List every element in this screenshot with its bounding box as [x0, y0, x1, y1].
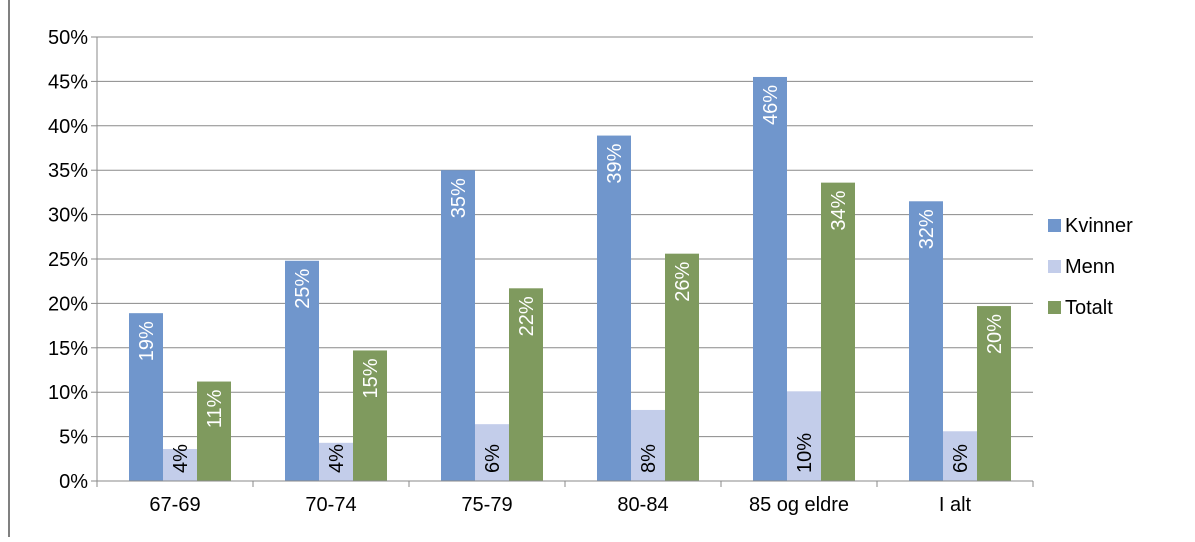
bar-totalt — [977, 306, 1011, 481]
data-label: 19% — [136, 321, 158, 361]
data-label: 15% — [360, 358, 382, 398]
legend-swatch-menn — [1048, 260, 1061, 273]
axes: 0% 5% 10% 15% 20% 25% 30% 35% 40% 45% 50% 67-69 70-7… — [8, 0, 1034, 537]
y-tick-label: 25% — [48, 249, 88, 271]
x-tick-label: 70-74 — [305, 494, 356, 516]
bar-kvinner — [753, 76, 787, 482]
x-tick-label: 85 og eldre — [749, 494, 849, 516]
x-tick-label: 67-69 — [149, 494, 200, 516]
bar-kvinner — [285, 260, 319, 481]
legend-label-kvinner: Kvinner — [1065, 215, 1133, 237]
bar-kvinner — [597, 135, 631, 481]
bar-menn — [943, 431, 977, 481]
x-tick-label: 75-79 — [461, 494, 512, 516]
y-tick-label: 50% — [48, 27, 88, 49]
bar-kvinner — [129, 313, 163, 481]
data-label: 26% — [672, 261, 694, 301]
data-label: 22% — [516, 296, 538, 336]
legend: Kvinner Menn Totalt — [1048, 215, 1133, 319]
y-tick-label: 45% — [48, 71, 88, 93]
y-tick-label: 5% — [59, 427, 88, 449]
data-label: 4% — [170, 444, 192, 473]
y-tick-label: 10% — [48, 382, 88, 404]
y-tick-label: 40% — [48, 116, 88, 138]
data-label: 20% — [984, 314, 1006, 354]
y-tick-label: 0% — [59, 471, 88, 493]
legend-swatch-totalt — [1048, 301, 1061, 314]
data-label: 11% — [204, 389, 226, 428]
data-label: 6% — [950, 444, 972, 473]
x-tick-label: I alt — [939, 494, 972, 516]
bar-totalt — [821, 182, 855, 481]
bar-totalt — [197, 381, 231, 481]
data-label: 34% — [828, 190, 850, 230]
bar-menn — [787, 391, 821, 481]
bar-totalt — [509, 288, 543, 481]
data-label: 6% — [482, 444, 504, 473]
legend-label-menn: Menn — [1065, 256, 1115, 278]
bar-totalt — [353, 350, 387, 481]
bar-menn — [631, 409, 665, 481]
y-tick-label: 35% — [48, 160, 88, 182]
bar-menn — [163, 449, 197, 481]
bars: 19% 4% 11% 25% 4% 15% 35% 6% 22% 39% 8% 26% 46% 10% 34… — [129, 76, 1011, 482]
data-label: 8% — [638, 444, 660, 473]
legend-label-totalt: Totalt — [1065, 297, 1113, 319]
data-label: 25% — [292, 269, 314, 309]
x-tick-label: 80-84 — [617, 494, 668, 516]
y-tick-label: 15% — [48, 338, 88, 360]
y-tick-label: 20% — [48, 293, 88, 315]
gridlines — [97, 36, 1033, 438]
bar-totalt — [665, 253, 699, 481]
bar-kvinner — [909, 201, 943, 481]
data-label: 10% — [794, 433, 816, 473]
data-label: 32% — [916, 209, 938, 249]
bar-menn — [475, 424, 509, 481]
data-label: 46% — [760, 85, 782, 125]
data-label: 4% — [326, 444, 348, 473]
legend-swatch-kvinner — [1048, 219, 1061, 232]
bar-menn — [319, 442, 353, 481]
y-tick-label: 30% — [48, 205, 88, 227]
data-label: 35% — [448, 178, 470, 218]
bar-kvinner — [441, 170, 475, 481]
data-label: 39% — [604, 143, 626, 183]
